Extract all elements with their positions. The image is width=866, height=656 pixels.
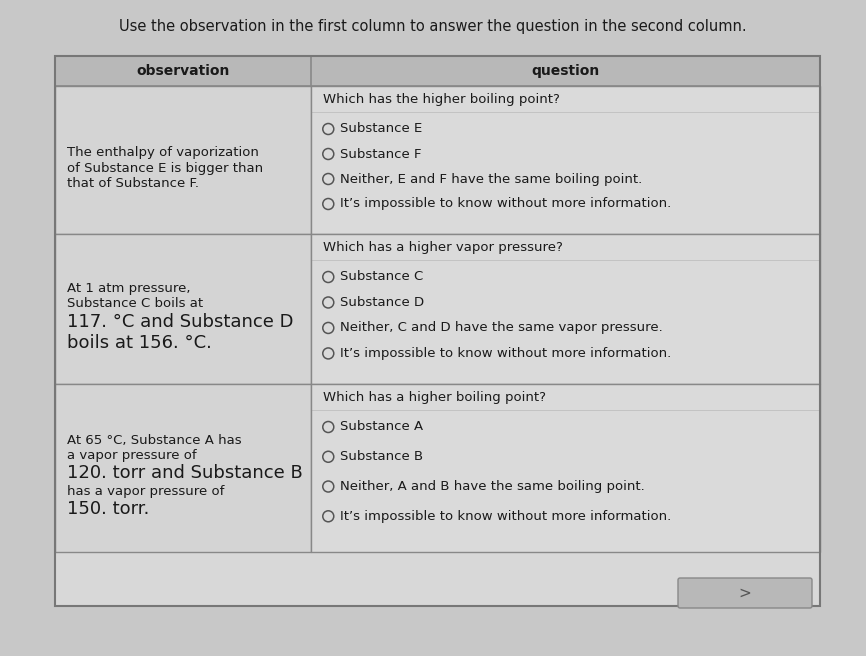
Bar xyxy=(55,86,311,234)
FancyBboxPatch shape xyxy=(678,578,812,608)
Text: Neither, A and B have the same boiling point.: Neither, A and B have the same boiling p… xyxy=(340,480,645,493)
Text: At 1 atm pressure,: At 1 atm pressure, xyxy=(67,282,191,295)
Text: Substance D: Substance D xyxy=(340,296,424,309)
Text: has a vapor pressure of: has a vapor pressure of xyxy=(67,485,224,498)
Text: >: > xyxy=(739,586,752,600)
Bar xyxy=(311,86,820,234)
Text: It’s impossible to know without more information.: It’s impossible to know without more inf… xyxy=(340,197,671,211)
Text: Neither, E and F have the same boiling point.: Neither, E and F have the same boiling p… xyxy=(340,173,643,186)
Text: 120. torr and Substance B: 120. torr and Substance B xyxy=(67,464,303,482)
Text: a vapor pressure of: a vapor pressure of xyxy=(67,449,197,462)
Text: Use the observation in the first column to answer the question in the second col: Use the observation in the first column … xyxy=(120,18,746,33)
Text: Which has the higher boiling point?: Which has the higher boiling point? xyxy=(323,92,560,106)
Text: Substance B: Substance B xyxy=(340,450,423,463)
Text: Substance C: Substance C xyxy=(340,270,423,283)
Bar xyxy=(55,384,311,552)
Bar xyxy=(55,56,820,606)
Text: It’s impossible to know without more information.: It’s impossible to know without more inf… xyxy=(340,510,671,523)
Text: The enthalpy of vaporization: The enthalpy of vaporization xyxy=(67,146,259,159)
Text: that of Substance F.: that of Substance F. xyxy=(67,176,199,190)
Bar xyxy=(311,234,820,384)
Text: It’s impossible to know without more information.: It’s impossible to know without more inf… xyxy=(340,347,671,360)
Text: Substance E: Substance E xyxy=(340,123,423,136)
Bar xyxy=(55,56,820,606)
Text: Substance A: Substance A xyxy=(340,420,423,434)
Text: 117. °C and Substance D: 117. °C and Substance D xyxy=(67,313,294,331)
Text: 150. torr.: 150. torr. xyxy=(67,501,149,518)
Bar xyxy=(311,384,820,552)
Bar xyxy=(55,56,820,86)
Bar xyxy=(55,234,311,384)
Text: Which has a higher boiling point?: Which has a higher boiling point? xyxy=(323,390,546,403)
Text: At 65 °C, Substance A has: At 65 °C, Substance A has xyxy=(67,434,242,447)
Text: Substance C boils at: Substance C boils at xyxy=(67,297,204,310)
Text: of Substance E is bigger than: of Substance E is bigger than xyxy=(67,161,263,174)
Text: boils at 156. °C.: boils at 156. °C. xyxy=(67,334,212,352)
Text: question: question xyxy=(532,64,600,78)
Text: Neither, C and D have the same vapor pressure.: Neither, C and D have the same vapor pre… xyxy=(340,321,663,335)
Text: observation: observation xyxy=(137,64,229,78)
Text: Which has a higher vapor pressure?: Which has a higher vapor pressure? xyxy=(323,241,563,253)
Text: Substance F: Substance F xyxy=(340,148,422,161)
